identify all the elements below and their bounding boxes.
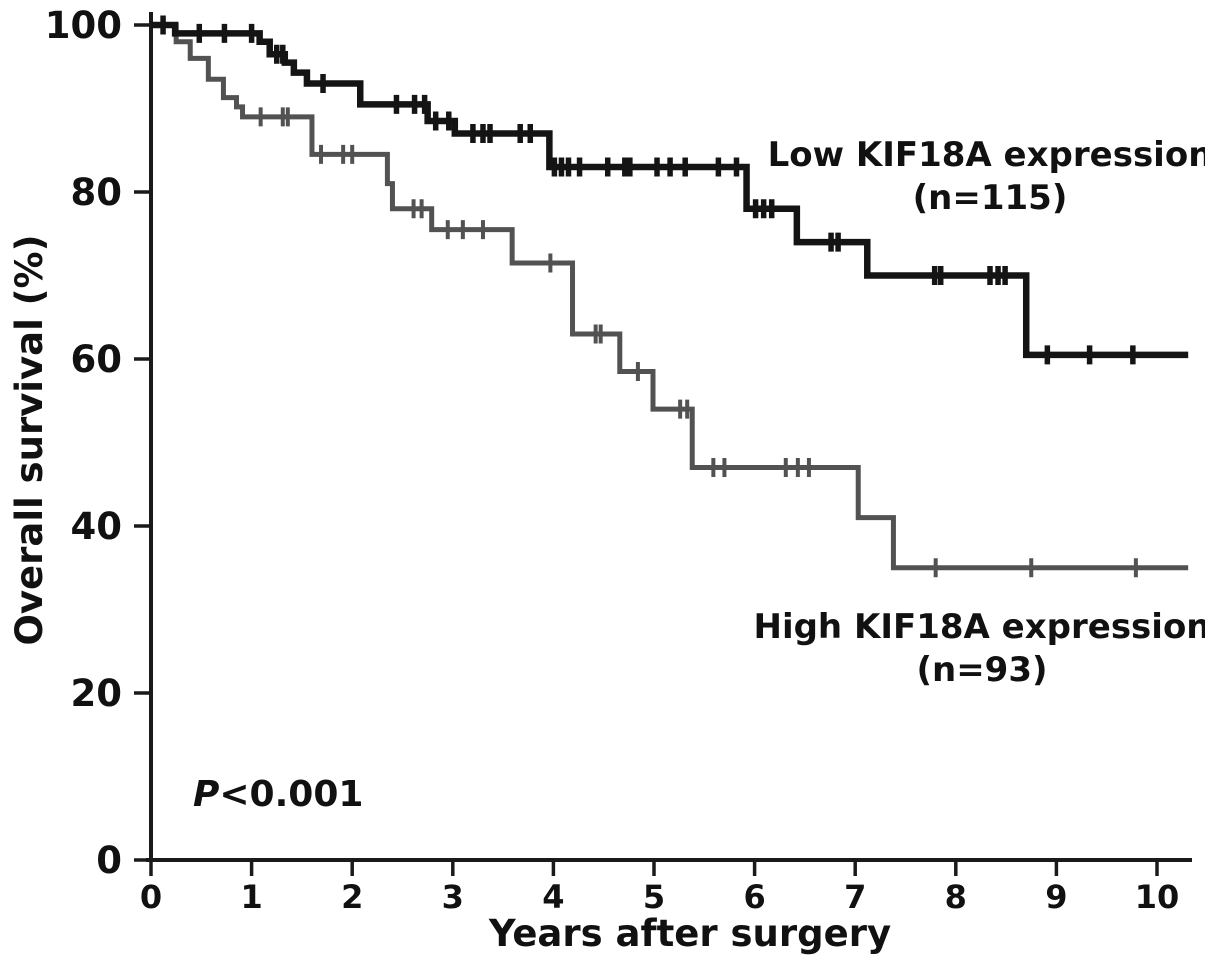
- y-tick-label: 0: [96, 839, 122, 882]
- legend-low-label: Low KIF18A expression: [768, 135, 1205, 175]
- legend-low-group: Low KIF18A expression (n=115): [768, 135, 1205, 218]
- p-value: P<0.001: [193, 774, 363, 815]
- x-tick-label: 2: [341, 878, 363, 916]
- x-tick-label: 0: [140, 878, 162, 916]
- legend-high-n: (n=93): [916, 650, 1047, 690]
- p-value-number: <0.001: [219, 774, 363, 815]
- censor-marks-high-expression: [258, 107, 1138, 578]
- p-value-symbol: P: [193, 774, 219, 815]
- x-tick-label: 7: [844, 878, 866, 916]
- y-tick-label: 80: [71, 171, 123, 214]
- y-tick-label: 20: [71, 672, 123, 715]
- y-axis-title: Overall survival (%): [8, 234, 51, 645]
- x-tick-label: 10: [1135, 878, 1180, 916]
- x-tick-label: 9: [1045, 878, 1067, 916]
- x-tick-label: 6: [743, 878, 765, 916]
- censor-marks-low-expression: [160, 15, 1136, 365]
- x-tick-label: 8: [945, 878, 967, 916]
- x-tick-label: 4: [542, 878, 564, 916]
- x-tick-label: 5: [643, 878, 665, 916]
- legend-high-label: High KIF18A expression: [753, 607, 1205, 647]
- survival-curves: [151, 15, 1189, 578]
- y-tick-label: 40: [71, 505, 123, 548]
- x-tick-label: 1: [240, 878, 262, 916]
- x-tick-label: 3: [442, 878, 464, 916]
- legend-high-group: High KIF18A expression (n=93): [753, 607, 1205, 690]
- y-tick-label: 60: [71, 338, 123, 381]
- legend-low-n: (n=115): [913, 178, 1068, 218]
- x-axis-title: Years after surgery: [488, 912, 891, 955]
- axes: 0 20 40 60 80 100 0 1 2 3 4 5 6 7 8 9 10: [45, 4, 1192, 916]
- y-tick-label: 100: [45, 4, 122, 47]
- curve-high-expression: [151, 22, 1189, 571]
- axis-spines: [146, 12, 1192, 862]
